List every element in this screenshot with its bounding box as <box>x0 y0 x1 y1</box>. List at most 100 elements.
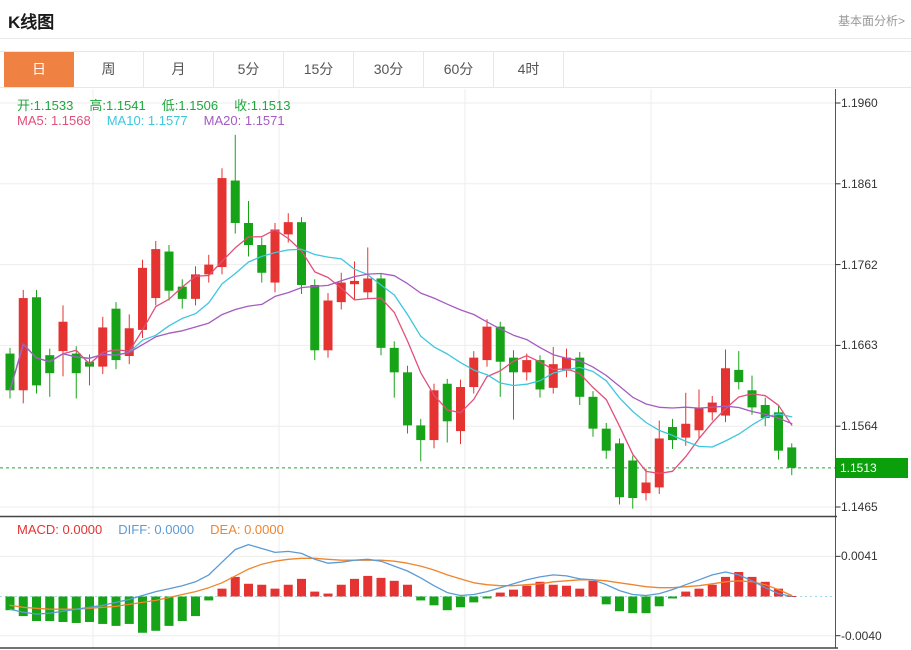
macd-bar <box>548 584 558 597</box>
candle-body <box>297 222 306 286</box>
tab-4[interactable]: 5分 <box>214 52 284 87</box>
fundamental-analysis-link[interactable]: 基本面分析> <box>837 14 905 28</box>
dea-line <box>9 557 793 610</box>
candle-body <box>774 412 783 451</box>
axis-tick-label: 1.1960 <box>841 96 878 110</box>
macd-bar <box>681 591 691 597</box>
tab-2[interactable]: 周 <box>74 52 144 87</box>
candle-body <box>191 274 200 299</box>
candle-body <box>760 404 770 419</box>
candle-body <box>124 328 134 357</box>
axis-tick-label: 1.1861 <box>841 176 878 191</box>
candle-body <box>204 264 214 275</box>
candle-body <box>403 372 412 426</box>
candle-body <box>389 347 399 373</box>
macd-bar <box>509 589 518 597</box>
macd-bar <box>442 596 452 611</box>
candle-body <box>681 423 691 438</box>
macd-bar <box>191 596 200 617</box>
tab-5[interactable]: 15分 <box>284 52 354 87</box>
candle-body <box>58 321 68 352</box>
candle-body <box>164 251 174 291</box>
candle-body <box>641 482 651 494</box>
candle-body <box>323 300 333 351</box>
macd-bar <box>707 584 717 597</box>
candle-body <box>350 280 359 285</box>
candle-body <box>416 425 426 441</box>
candle-body <box>787 447 797 468</box>
macd-bar <box>416 596 426 601</box>
macd-bar <box>244 583 253 597</box>
macd-bar <box>270 588 280 597</box>
legend-item: MA5: 1.1568 <box>17 113 91 128</box>
legend-item: 开:1.1533 <box>17 98 74 113</box>
current-price-badge: 1.1513 <box>836 457 908 478</box>
macd-bar <box>230 576 240 597</box>
macd-bar <box>376 577 386 597</box>
legend-item: 收:1.1513 <box>234 98 291 113</box>
macd-bar <box>5 596 15 611</box>
legend-item: DEA: 0.0000 <box>210 522 284 537</box>
candle-body <box>747 390 757 408</box>
macd-bar <box>151 596 161 631</box>
ma-legend: MA5: 1.1568 MA10: 1.1577 MA20: 1.1571 <box>17 113 301 128</box>
axis-tick-label: 1.1465 <box>841 500 878 514</box>
candle-body <box>562 357 571 371</box>
macd-bar <box>694 588 704 597</box>
legend-item: DIFF: 0.0000 <box>118 522 195 537</box>
macd-bar <box>124 596 134 624</box>
macd-bar <box>85 596 94 622</box>
candle-body <box>721 368 730 416</box>
candle-body <box>442 383 452 422</box>
macd-bar <box>363 575 373 597</box>
macd-bar <box>297 578 306 597</box>
title-divider <box>0 38 911 39</box>
legend-item: 低:1.1506 <box>161 98 219 113</box>
macd-bar <box>389 580 399 597</box>
tab-7[interactable]: 60分 <box>424 52 494 87</box>
candle-body <box>654 438 664 488</box>
macd-bar <box>495 592 505 597</box>
candle-body <box>244 222 253 246</box>
macd-bar <box>18 596 28 617</box>
candle-body <box>257 245 267 273</box>
candle-body <box>336 282 346 303</box>
candle-body <box>71 353 81 374</box>
candle-body <box>588 396 598 429</box>
candle-body <box>270 229 280 283</box>
candle-body <box>734 369 744 383</box>
candle-body <box>495 326 505 362</box>
tab-3[interactable]: 月 <box>144 52 214 87</box>
macd-bar <box>111 596 121 626</box>
tab-1[interactable]: 日 <box>4 52 74 87</box>
candle-body <box>151 249 161 299</box>
candle-body <box>668 427 677 441</box>
macd-bar <box>217 588 227 597</box>
candle-body <box>575 357 585 397</box>
macd-bar <box>535 581 545 597</box>
macd-bar <box>164 596 174 626</box>
candle-body <box>429 390 439 441</box>
axis-tick-label: 1.1663 <box>841 338 878 353</box>
axis-tick-label: 1.1762 <box>841 257 878 272</box>
legend-item: 高:1.1541 <box>89 98 146 113</box>
legend-item: MA20: 1.1571 <box>203 113 285 128</box>
candle-body <box>628 460 638 499</box>
candle-body <box>615 443 624 498</box>
macd-bar <box>310 591 320 597</box>
tab-8[interactable]: 4时 <box>494 52 564 87</box>
candle-body <box>177 286 187 299</box>
ma20-line <box>9 272 793 425</box>
macd-bar <box>456 596 465 608</box>
diff-line <box>9 543 793 615</box>
macd-bar <box>562 585 571 597</box>
candle-body <box>217 178 227 268</box>
macd-bar <box>588 580 598 597</box>
macd-bar <box>403 584 412 597</box>
legend-item: MACD: 0.0000 <box>17 522 103 537</box>
candle-body <box>482 326 492 361</box>
tab-6[interactable]: 30分 <box>354 52 424 87</box>
period-tabbar: 日周月 5分 15分 30分 60分 4时 <box>0 51 911 88</box>
